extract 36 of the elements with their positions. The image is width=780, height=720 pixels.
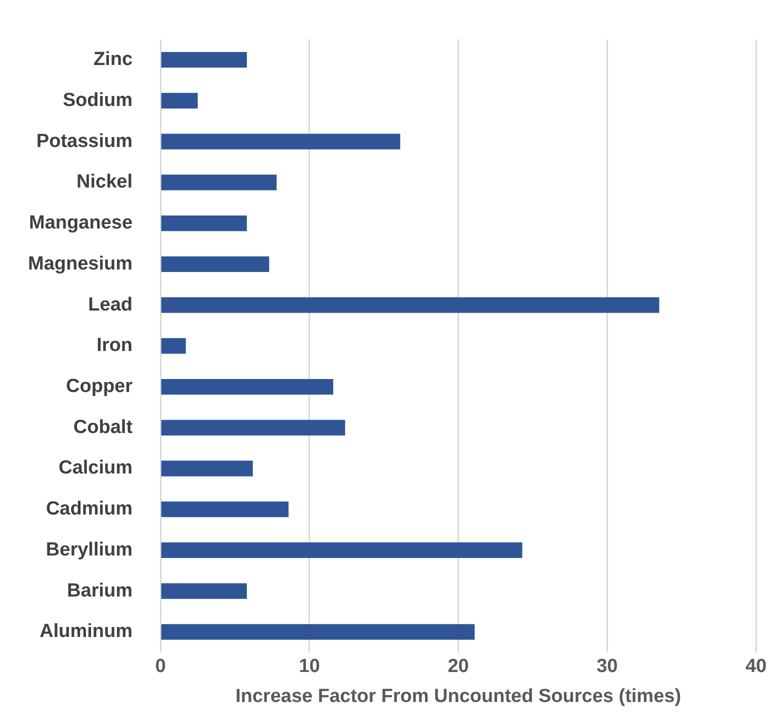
- bar: [161, 624, 475, 640]
- y-tick-label: Potassium: [36, 130, 133, 152]
- y-tick-label: Aluminum: [40, 621, 133, 642]
- x-tick-label: 0: [155, 656, 166, 678]
- y-tick-label: Beryllium: [46, 539, 133, 560]
- bar: [161, 460, 253, 476]
- x-tick-label: 20: [448, 656, 469, 678]
- y-tick-label: Iron: [96, 335, 133, 356]
- bar: [161, 378, 334, 395]
- y-tick-label: Nickel: [76, 172, 133, 193]
- y-tick-label: Zinc: [93, 49, 133, 70]
- y-tick-label: Calcium: [58, 458, 133, 479]
- y-tick-label: Sodium: [62, 90, 133, 111]
- y-tick-label: Magnesium: [28, 253, 133, 274]
- y-tick-label: Copper: [66, 376, 134, 397]
- x-tick-label: 10: [298, 656, 320, 678]
- x-axis-title: Increase Factor From Uncounted Sources (times): [235, 686, 682, 707]
- bar: [161, 420, 346, 436]
- bar: [161, 502, 289, 518]
- bar: [161, 338, 186, 354]
- bar: [161, 174, 277, 190]
- y-tick-label: Manganese: [29, 212, 133, 234]
- bar: [161, 542, 522, 558]
- y-tick-label: Cadmium: [46, 498, 133, 520]
- x-tick-label: 30: [596, 656, 618, 678]
- y-tick-label: Lead: [88, 294, 133, 316]
- bar: [161, 215, 247, 232]
- x-tick-label: 40: [745, 656, 767, 678]
- y-tick-label: Cobalt: [73, 416, 134, 438]
- y-tick-label: Barium: [67, 580, 133, 602]
- bar: [161, 134, 400, 150]
- bar: [161, 52, 247, 68]
- bar: [161, 583, 247, 599]
- bar: [161, 256, 270, 272]
- bar: [161, 297, 660, 313]
- bar: [161, 92, 198, 109]
